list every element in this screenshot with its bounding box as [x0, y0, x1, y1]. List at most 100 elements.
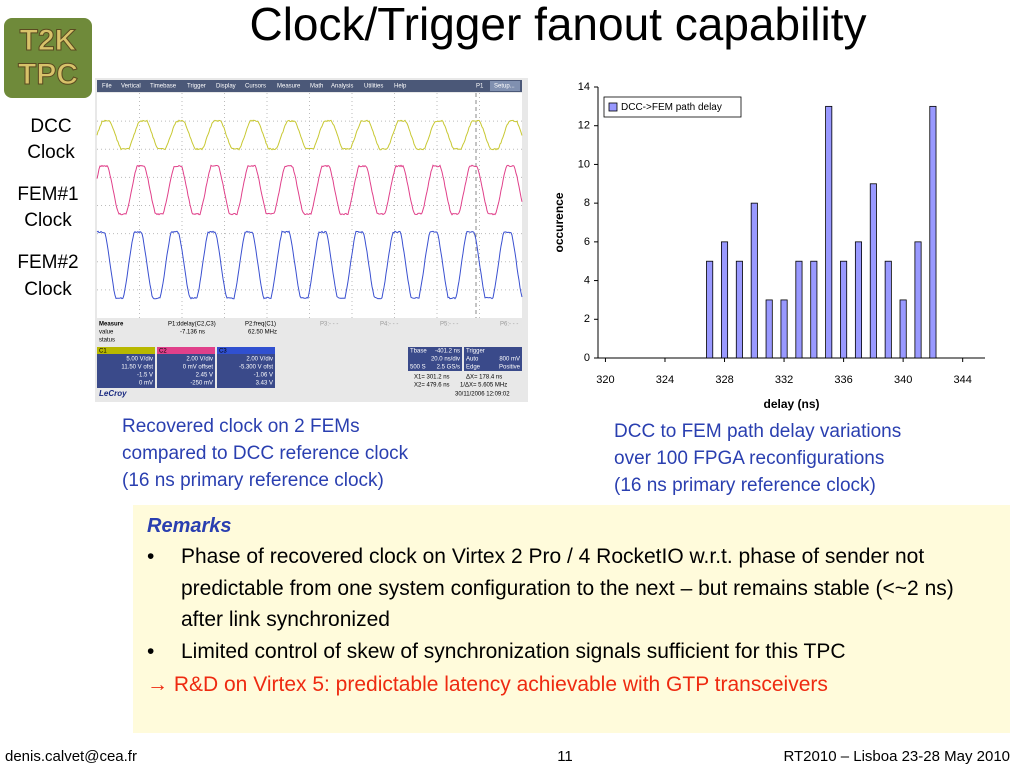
channel-offset: -5.300 V ofst: [239, 365, 273, 371]
y-tick-label: 0: [584, 352, 590, 364]
slide-title: Clock/Trigger fanout capability: [249, 0, 866, 50]
y-tick-label: 6: [584, 236, 590, 248]
trigger-text: Positive: [499, 365, 521, 371]
menu-item: Trigger: [187, 84, 206, 90]
bar: [707, 261, 713, 358]
menu-item: Help: [394, 84, 407, 90]
remarks-box: Remarks Phase of recovered clock on Virt…: [133, 505, 1010, 733]
signal-label: FEM#1: [17, 184, 78, 205]
scope-caption: (16 ns primary reference clock): [122, 470, 384, 491]
x-tick-label: 344: [953, 374, 971, 386]
measure-header: P1:ddelay(C2,C3): [168, 322, 216, 328]
signal-labels: DCC Clock FEM#1 Clock FEM#2 Clock: [5, 110, 95, 304]
cursor-readout: ΔX= 178.4 ns: [466, 375, 502, 381]
measure-value: -7.136 ns: [180, 330, 205, 336]
menu-item: Display: [216, 84, 236, 90]
timebase-text: 2.5 GS/s: [437, 365, 460, 371]
bar: [900, 300, 906, 358]
remark-bullet: Phase of recovered clock on Virtex 2 Pro…: [147, 541, 990, 636]
chart-caption: over 100 FPGA reconfigurations: [614, 448, 884, 469]
menu-item: Timebase: [150, 84, 177, 90]
bar: [796, 261, 802, 358]
signal-label: Clock: [27, 142, 75, 163]
measure-header: P2:freq(C1): [245, 322, 276, 328]
channel-reading: -250 mV: [190, 381, 213, 387]
trigger-text: 800 mV: [499, 357, 520, 363]
footer-left: denis.calvet@cea.fr: [5, 748, 137, 765]
channel-reading: -1.06 V: [254, 373, 273, 379]
measure-label: Measure: [99, 322, 124, 328]
menu-item: Analysis: [331, 84, 353, 90]
slide: T2K TPC Clock/Trigger fanout capability …: [0, 0, 1024, 768]
cursor-readout: X1= 301.2 ns: [414, 375, 450, 381]
signal-label: Clock: [24, 279, 72, 300]
menu-item: Measure: [277, 84, 301, 90]
y-tick-label: 4: [584, 274, 590, 286]
y-tick-label: 10: [578, 158, 590, 170]
measure-header: P5:- - -: [440, 322, 458, 328]
menu-item: Utilities: [364, 84, 383, 90]
bar: [751, 203, 757, 358]
footer-center: 11: [557, 748, 573, 765]
channel-name: C3: [219, 349, 227, 355]
channel-offset: 0 mV offset: [183, 365, 214, 371]
logo: T2K TPC: [4, 18, 92, 98]
x-tick-label: 324: [656, 374, 674, 386]
bar: [811, 261, 817, 358]
channel-name: C1: [99, 349, 107, 355]
scope-caption: Recovered clock on 2 FEMs: [122, 416, 360, 437]
legend-label: DCC->FEM path delay: [621, 102, 722, 113]
bar: [930, 106, 936, 358]
bar: [885, 261, 891, 358]
menu-item: Vertical: [121, 84, 141, 90]
channel-name: C2: [159, 349, 167, 355]
x-tick-label: 320: [596, 374, 614, 386]
channel-reading: 3.43 V: [256, 381, 273, 387]
legend-swatch: [609, 103, 617, 111]
y-tick-label: 14: [578, 81, 590, 93]
menu-item: P1: [476, 84, 484, 90]
timestamp: 30/11/2006 12:09:02: [455, 392, 510, 398]
bar: [781, 300, 787, 358]
logo-text: T2K: [20, 24, 77, 57]
brand: LeCroy: [99, 389, 127, 398]
channel-scale: 5.00 V/div: [126, 357, 153, 363]
remark-bullet: Limited control of skew of synchronizati…: [147, 636, 990, 668]
measure-label: value: [99, 330, 114, 336]
bar: [870, 184, 876, 358]
measure-header: P6:- - -: [500, 322, 518, 328]
remarks-list: Phase of recovered clock on Virtex 2 Pro…: [147, 541, 990, 667]
menu-item: Math: [310, 84, 323, 90]
trigger-text: Auto: [466, 357, 479, 363]
footer-right: RT2010 – Lisboa 23-28 May 2010: [783, 748, 1010, 765]
cursor-readout: X2= 479.6 ns: [414, 383, 450, 389]
timebase-text: 500 S: [410, 365, 426, 371]
x-tick-label: 332: [775, 374, 793, 386]
menu-item: Setup...: [494, 84, 515, 90]
measure-label: status: [99, 338, 115, 344]
signal-label: Clock: [24, 210, 72, 231]
chart-caption: (16 ns primary reference clock): [614, 475, 876, 496]
bar: [736, 261, 742, 358]
cursor-readout: 1/ΔX= 5.605 MHz: [460, 383, 507, 389]
y-axis-label: occurence: [552, 192, 566, 252]
y-tick-label: 12: [578, 120, 590, 132]
channel-reading: -1.5 V: [137, 373, 153, 379]
bar: [840, 261, 846, 358]
chart-caption: DCC to FEM path delay variations: [614, 421, 901, 442]
remarks-conclusion: → R&D on Virtex 5: predictable latency a…: [147, 667, 990, 703]
channel-scale: 2.00 V/div: [246, 357, 273, 363]
scope-caption: compared to DCC reference clock: [122, 443, 409, 464]
x-tick-label: 340: [894, 374, 912, 386]
y-tick-label: 8: [584, 197, 590, 209]
bar: [915, 242, 921, 358]
y-tick-label: 2: [584, 313, 590, 325]
bar: [855, 242, 861, 358]
trigger-text: Edge: [466, 365, 481, 371]
measure-header: P3:- - -: [320, 322, 338, 328]
trigger-text: Trigger: [466, 349, 485, 355]
channel-scale: 2.00 V/div: [186, 357, 213, 363]
x-axis-label: delay (ns): [763, 397, 819, 411]
timebase-text: Tbase: [410, 349, 427, 355]
x-tick-label: 328: [715, 374, 733, 386]
